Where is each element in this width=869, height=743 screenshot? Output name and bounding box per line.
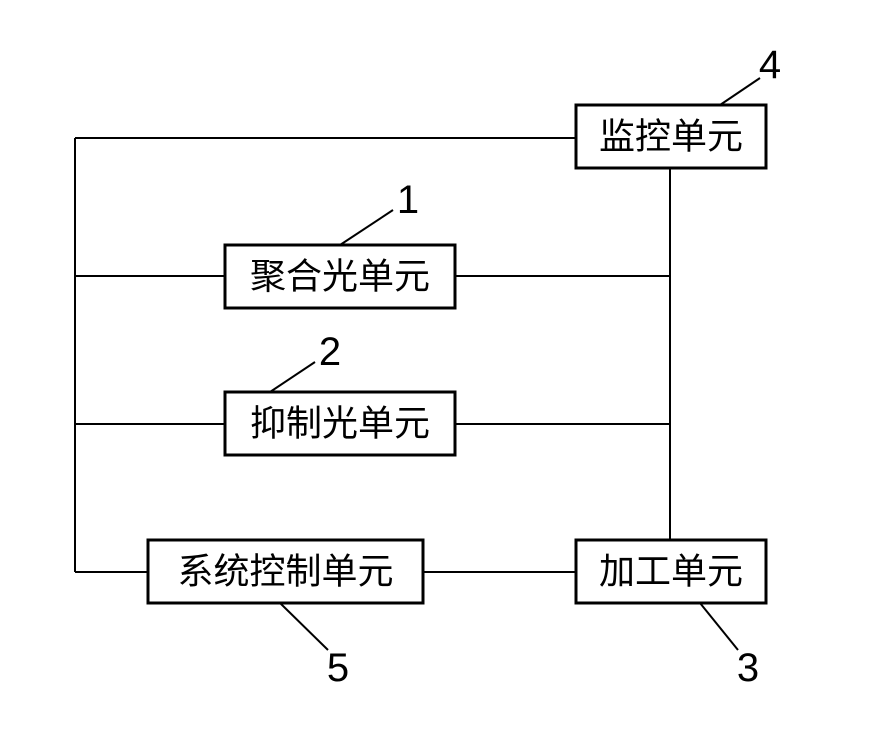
label-l4: 4 (759, 43, 781, 87)
leader-l2 (270, 362, 315, 392)
leader-l4 (720, 78, 760, 105)
box5-label: 系统控制单元 (177, 552, 393, 592)
leader-l5 (280, 603, 328, 650)
box4-label: 监控单元 (599, 117, 743, 157)
label-l5: 5 (327, 646, 349, 690)
leader-l3 (700, 603, 738, 650)
label-l2: 2 (319, 330, 341, 374)
label-l1: 1 (397, 178, 419, 222)
leader-l1 (340, 210, 393, 245)
box1-label: 聚合光单元 (250, 257, 430, 297)
box3-label: 加工单元 (599, 552, 743, 592)
label-l3: 3 (737, 646, 759, 690)
box2-label: 抑制光单元 (250, 404, 430, 444)
